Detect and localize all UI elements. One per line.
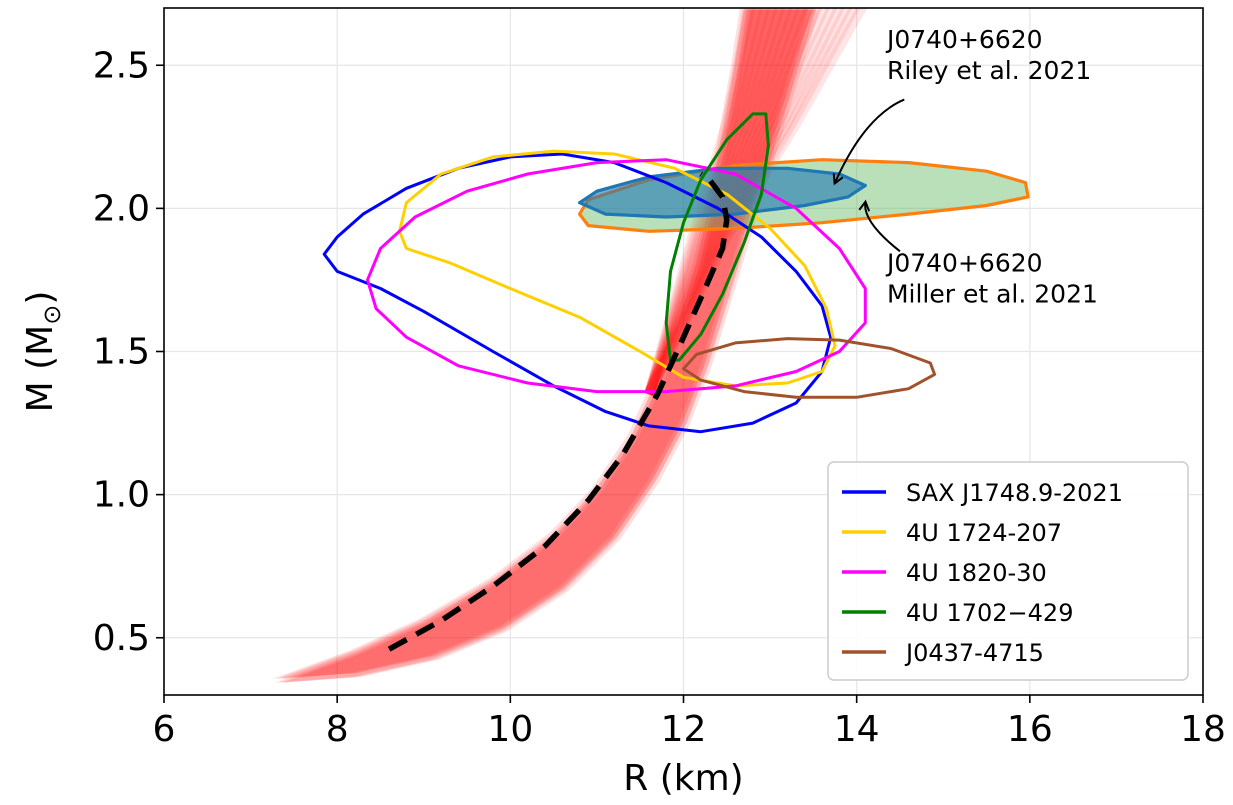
posterior-band [272, 8, 868, 683]
y-tick-label: 2.5 [93, 45, 150, 86]
legend-label: 4U 1702−429 [906, 599, 1073, 627]
contour-4u-1820-30 [366, 158, 867, 394]
annotation-arrow [865, 203, 901, 253]
source-contours [322, 112, 937, 434]
posterior-band-layer [274, 10, 812, 683]
posterior-band-layer [282, 10, 820, 683]
y-tick-label: 0.5 [93, 618, 150, 659]
contour-j0437-4715 [682, 337, 937, 399]
annotation-arrow [835, 98, 905, 183]
y-axis-ticks: 0.5 1.0 1.5 2.0 2.5 [93, 45, 164, 659]
y-axis-label: M (M⊙) [20, 291, 66, 413]
x-tick-label: 16 [1007, 709, 1053, 750]
annotation-line2: Miller et al. 2021 [887, 279, 1098, 308]
dashed-curve-group [387, 171, 730, 652]
y-tick-label: 2.0 [93, 188, 150, 229]
x-tick-label: 8 [326, 709, 349, 750]
legend-label: 4U 1820-30 [906, 559, 1047, 587]
x-axis-label: R (km) [623, 758, 743, 799]
grid-lines [163, 8, 1204, 695]
annotation-line1: J0740+6620 [885, 248, 1043, 277]
x-tick-label: 14 [834, 709, 880, 750]
x-tick-label: 18 [1180, 709, 1226, 750]
x-tick-label: 12 [661, 709, 707, 750]
y-axis-label-close: ) [20, 291, 61, 305]
x-axis-ticks: 6 8 10 12 14 16 18 [153, 695, 1226, 750]
annotation-line2: Riley et al. 2021 [887, 56, 1091, 85]
contour-4u-1702-429 [664, 112, 770, 362]
y-tick-label: 1.5 [93, 332, 150, 373]
annotation-line1: J0740+6620 [885, 25, 1043, 54]
y-axis-label-main: M (M [20, 325, 61, 413]
x-tick-label: 10 [487, 709, 533, 750]
contour-4u-1724-207 [398, 149, 837, 388]
legend-label: SAX J1748.9-2021 [906, 479, 1123, 507]
y-axis-label-sub: ⊙ [38, 305, 66, 325]
legend: SAX J1748.9-2021 4U 1724-207 4U 1820-30 4U … [827, 461, 1189, 681]
dashed-mr-curve [387, 171, 730, 652]
legend-label: 4U 1724-207 [906, 519, 1062, 547]
legend-label: J0437-4715 [904, 639, 1044, 667]
legend-box [827, 461, 1189, 681]
y-tick-label: 1.0 [93, 475, 150, 516]
posterior-band-layer [272, 8, 809, 679]
x-tick-label: 6 [153, 709, 176, 750]
j0740-regions [578, 158, 1030, 233]
posterior-band-layer [278, 10, 816, 683]
